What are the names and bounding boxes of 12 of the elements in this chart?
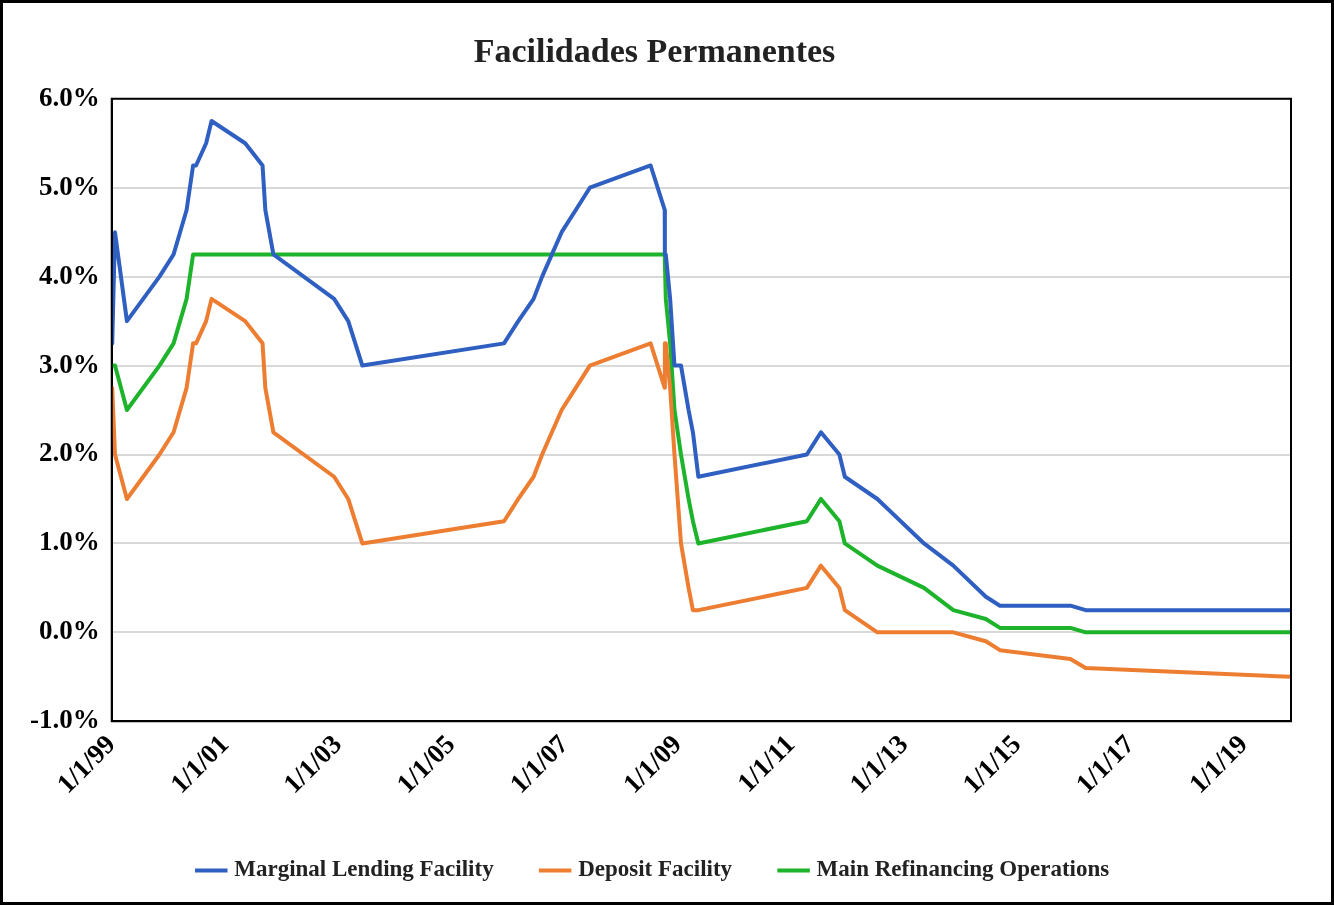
y-tick-label: 6.0% — [38, 81, 100, 112]
y-tick-label: 3.0% — [38, 348, 100, 379]
legend-label: Marginal Lending Facility — [234, 856, 495, 882]
y-tick-label: 4.0% — [38, 259, 100, 290]
y-tick-label: 2.0% — [38, 437, 100, 468]
y-tick-label: 1.0% — [38, 526, 100, 557]
chart-title: Facilidades Permanentes — [473, 32, 836, 70]
y-tick-label: 0.0% — [38, 615, 100, 646]
legend-label: Main Refinancing Operations — [816, 856, 1110, 882]
y-tick-label: 5.0% — [38, 170, 100, 201]
y-tick-label: -1.0% — [29, 704, 100, 735]
legend-label: Deposit Facility — [578, 856, 733, 882]
